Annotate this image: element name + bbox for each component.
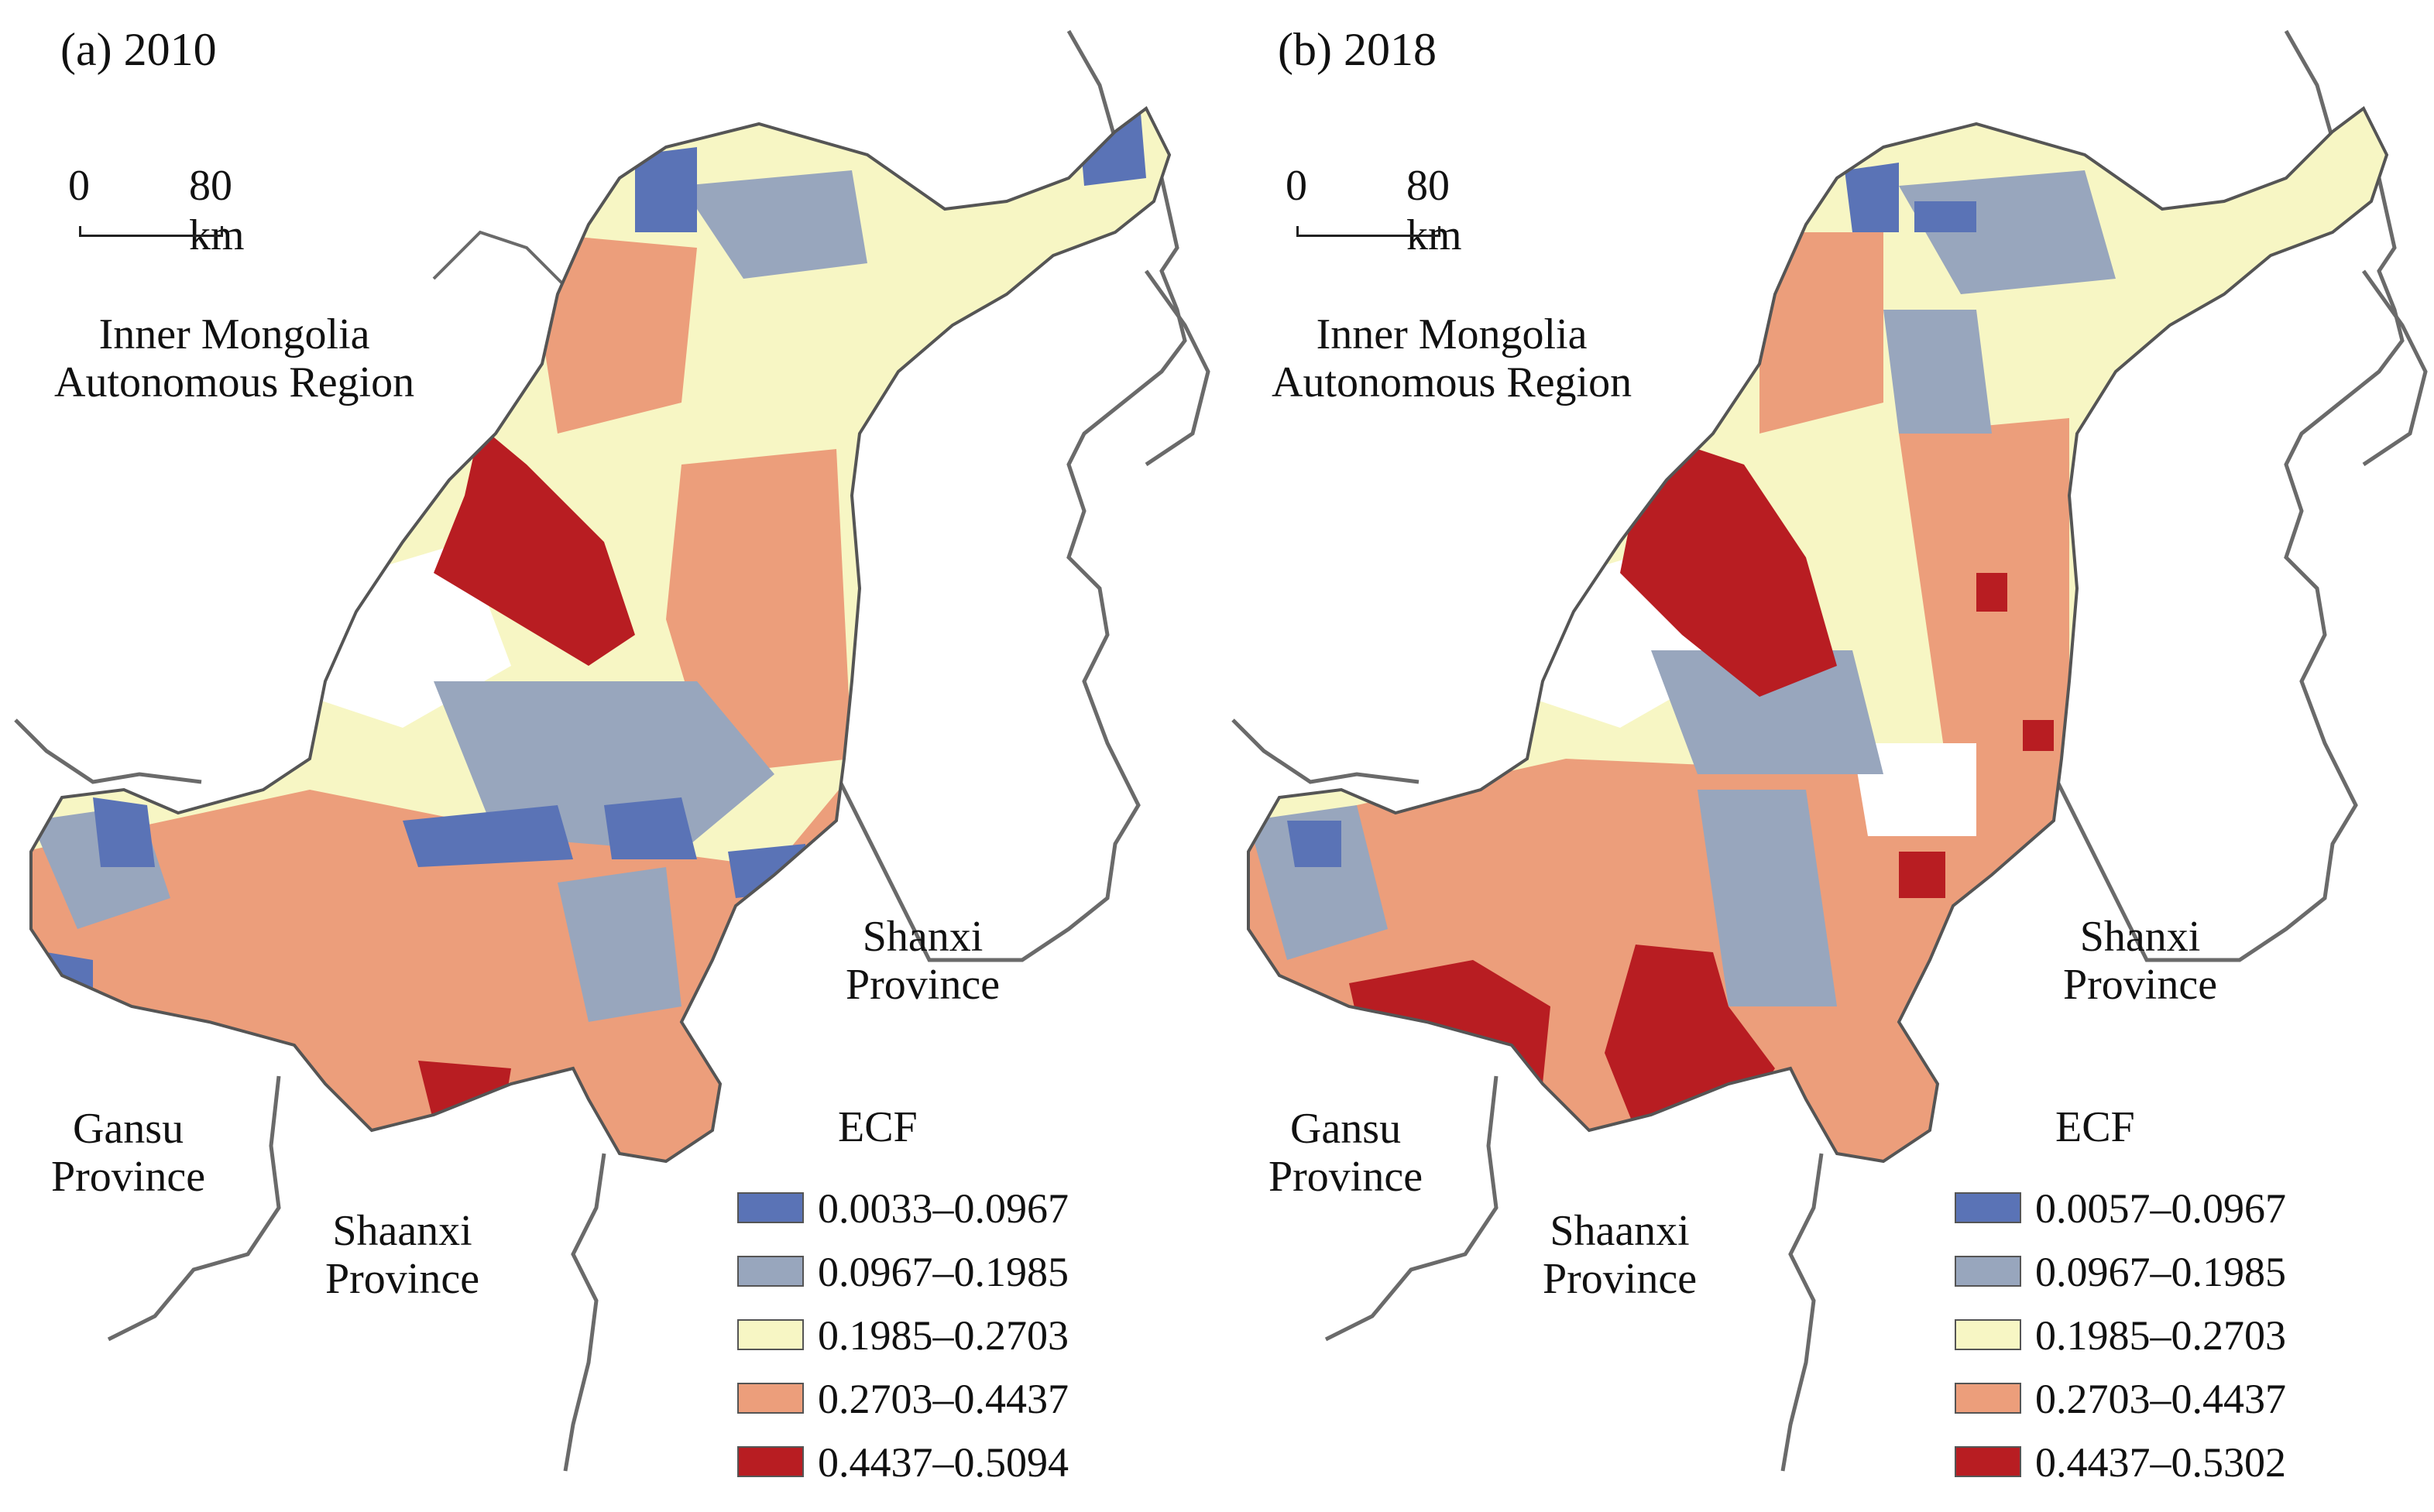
scale-bar: 0 80 km — [68, 161, 245, 259]
legend-swatch — [1955, 1383, 2021, 1414]
map-panel-2010: (a) 2010 0 80 km Inner Mongolia Autonomo… — [14, 24, 1210, 1486]
region-label-shaanxi: Shaanxi Province — [1543, 1207, 1698, 1303]
legend-swatch — [737, 1446, 804, 1477]
map-title: (b) 2018 — [1278, 24, 1437, 75]
scale-distance-label: 80 km — [1406, 162, 1462, 259]
scale-bar: 0 80 km — [1286, 161, 1462, 259]
scale-bar-line — [79, 226, 223, 237]
legend-item: 0.4437–0.5302 — [1955, 1438, 2419, 1486]
map-svg-2018 — [1231, 29, 2428, 1472]
legend-label: 0.4437–0.5094 — [818, 1439, 1069, 1486]
legend-title: ECF — [838, 1103, 918, 1151]
legend-swatch — [1955, 1319, 2021, 1350]
legend-swatch — [1955, 1256, 2021, 1287]
region-label-inner-mongolia: Inner Mongolia Autonomous Region — [1272, 310, 1632, 406]
legend-label: 0.0967–0.1985 — [818, 1249, 1069, 1295]
legend-title: ECF — [2055, 1103, 2135, 1151]
legend-label: 0.1985–0.2703 — [818, 1312, 1069, 1359]
legend-label: 0.4437–0.5302 — [2035, 1439, 2286, 1486]
map-title: (a) 2010 — [60, 24, 217, 75]
legend-label: 0.0057–0.0967 — [2035, 1185, 2286, 1232]
legend-item: 0.0033–0.0967 — [737, 1185, 1202, 1232]
legend-swatch — [1955, 1446, 2021, 1477]
region-label-shaanxi: Shaanxi Province — [325, 1207, 480, 1303]
legend-swatch — [737, 1192, 804, 1223]
map-svg-2010 — [14, 29, 1210, 1472]
scale-zero-label: 0 — [68, 162, 90, 210]
legend-swatch — [737, 1319, 804, 1350]
legend-item: 0.1985–0.2703 — [1955, 1311, 2419, 1359]
legend-label: 0.0033–0.0967 — [818, 1185, 1069, 1232]
scale-zero-label: 0 — [1286, 162, 1307, 210]
region-label-shanxi: Shanxi Province — [846, 913, 1001, 1009]
legend-label: 0.2703–0.4437 — [818, 1376, 1069, 1422]
legend-item: 0.0967–0.1985 — [1955, 1248, 2419, 1295]
legend-label: 0.1985–0.2703 — [2035, 1312, 2286, 1359]
legend-label: 0.2703–0.4437 — [2035, 1376, 2286, 1422]
legend-item: 0.2703–0.4437 — [737, 1375, 1202, 1422]
region-label-shanxi: Shanxi Province — [2063, 913, 2218, 1009]
legend-item: 0.0057–0.0967 — [1955, 1185, 2419, 1232]
legend-item: 0.2703–0.4437 — [1955, 1375, 2419, 1422]
map-panel-2018: (b) 2018 0 80 km Inner Mongolia Autonomo… — [1217, 0, 2434, 1512]
region-label-gansu: Gansu Province — [1268, 1105, 1423, 1201]
legend-swatch — [1955, 1192, 2021, 1223]
scale-bar-line — [1296, 226, 1440, 237]
scale-distance-label: 80 km — [189, 162, 245, 259]
legend-swatch — [737, 1383, 804, 1414]
legend-item: 0.0967–0.1985 — [737, 1248, 1202, 1295]
legend-label: 0.0967–0.1985 — [2035, 1249, 2286, 1295]
legend-item: 0.1985–0.2703 — [737, 1311, 1202, 1359]
legend-item: 0.4437–0.5094 — [737, 1438, 1202, 1486]
region-label-inner-mongolia: Inner Mongolia Autonomous Region — [54, 310, 415, 406]
region-label-gansu: Gansu Province — [51, 1105, 206, 1201]
legend-swatch — [737, 1256, 804, 1287]
